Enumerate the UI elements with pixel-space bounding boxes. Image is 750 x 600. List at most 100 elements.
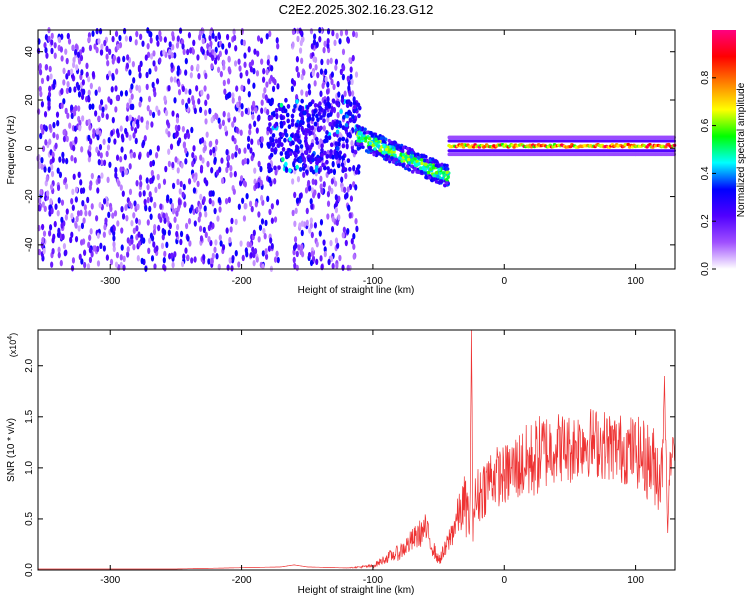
spectrogram-cell — [432, 177, 436, 182]
spectrogram-cell — [263, 87, 267, 94]
spectrogram-cell — [66, 80, 70, 88]
spectrogram-cell — [325, 130, 329, 135]
spectrogram-cell — [275, 250, 279, 257]
spectrogram-cell — [51, 156, 55, 163]
spectrogram-cell — [348, 212, 352, 219]
spectrogram-cell — [191, 151, 195, 159]
spectrogram-cell — [352, 100, 357, 106]
spectrogram-cell — [213, 207, 217, 215]
spectrogram-cell — [303, 150, 308, 155]
spectrogram-cell — [43, 42, 47, 49]
spectrogram-cell — [267, 98, 271, 104]
spectrogram-cell — [284, 167, 289, 172]
spectrogram-cell — [146, 219, 150, 226]
spectrogram-cell — [307, 179, 311, 187]
spectrogram-cell — [329, 142, 334, 148]
spectrogram-cell — [96, 134, 100, 141]
spectrogram-cell — [190, 257, 194, 264]
spectrogram-cell — [320, 58, 324, 66]
spectrogram-cell — [416, 162, 420, 167]
spectrogram-cell — [288, 136, 293, 142]
spectrogram-cell — [348, 57, 352, 64]
spectrogram-cell — [237, 261, 241, 268]
spectrogram-cell — [180, 260, 185, 268]
spectrogram-cell — [201, 27, 205, 35]
spectrogram-cell — [142, 139, 146, 147]
spectrogram-cell — [208, 107, 212, 115]
spectrogram-cell — [198, 225, 203, 232]
spectrogram-cell — [187, 97, 191, 104]
spectrogram-cell — [65, 87, 69, 95]
spectrogram-cell — [260, 107, 264, 114]
spectrogram-cell — [78, 253, 82, 261]
spectrogram-cell — [120, 227, 124, 234]
spectrogram-cell — [302, 171, 306, 178]
spectrogram-cell — [169, 143, 174, 150]
spectrogram-cell — [159, 216, 163, 223]
spectrogram-cell — [75, 215, 79, 223]
spectrogram-cell — [224, 48, 228, 55]
spectrogram-cell — [259, 165, 263, 173]
spectrogram-cell — [446, 175, 450, 179]
spectrogram-cell — [184, 147, 188, 154]
spectrogram-cell — [275, 37, 279, 44]
y-tick-label: 1.5 — [24, 409, 35, 423]
spectrogram-cell — [274, 138, 279, 144]
spectrogram-cell — [273, 216, 278, 223]
snr-scale-exponent: 4 — [7, 336, 14, 340]
spectrogram-cell — [254, 201, 258, 208]
spectrogram-cell — [116, 220, 120, 227]
spectrogram-cell — [46, 75, 50, 82]
spectrogram-cell — [95, 128, 99, 135]
spectrogram-cell — [434, 170, 439, 175]
spectrogram-cell — [231, 92, 235, 99]
spectrogram-cell — [188, 207, 193, 214]
spectrogram-cell — [41, 237, 45, 244]
spectrogram-cell — [244, 107, 248, 115]
spectrogram-cell — [105, 45, 109, 53]
spectrogram-cell — [135, 84, 139, 91]
spectrogram-cell — [184, 57, 188, 65]
spectrogram-cell — [296, 129, 300, 135]
spectrogram-cell — [114, 261, 119, 268]
spectrogram-cell — [64, 249, 68, 256]
spectrogram-cell — [341, 73, 345, 81]
spectrogram-cell — [264, 94, 268, 101]
spectrogram-cell — [338, 137, 342, 143]
spectrogram-cell — [308, 62, 312, 70]
spectrogram-cell — [218, 206, 222, 213]
spectrogram-cell — [221, 43, 225, 50]
spectrogram-cell — [321, 82, 325, 89]
spectrogram-cell — [205, 179, 209, 187]
spectrogram-cell — [309, 217, 313, 224]
spectrogram-cell — [114, 172, 118, 179]
spectrogram-cell — [151, 159, 156, 167]
spectrogram-cell — [97, 158, 101, 166]
spectrogram-cell — [98, 130, 102, 137]
spectrogram-cell — [124, 168, 128, 176]
spectrogram-cell — [219, 240, 223, 247]
spectrogram-cell — [128, 163, 132, 170]
spectrogram-cell — [217, 66, 221, 73]
spectrogram-cell — [415, 170, 419, 174]
spectrogram-cell — [404, 154, 408, 159]
spectrogram-cell — [314, 168, 319, 173]
spectrogram-cell — [149, 196, 153, 203]
spectrogram-cell — [330, 226, 335, 233]
spectrogram-cell — [284, 161, 288, 167]
spectrogram-cell — [225, 33, 230, 41]
spectrogram-cell — [205, 131, 209, 138]
spectrogram-cell — [352, 118, 357, 124]
spectrogram-cell — [187, 218, 192, 225]
spectrogram-cell — [239, 72, 243, 79]
spectrogram-cell — [120, 146, 124, 153]
spectrogram-cell — [73, 86, 77, 93]
spectrogram-cell — [45, 52, 49, 59]
spectrogram-cell — [314, 179, 318, 186]
spectrogram-cell — [180, 162, 184, 169]
spectrogram-cell — [157, 182, 161, 190]
spectrogram-cell — [318, 101, 322, 107]
spectrogram-cell — [246, 135, 251, 143]
spectrogram-cell — [56, 209, 60, 217]
